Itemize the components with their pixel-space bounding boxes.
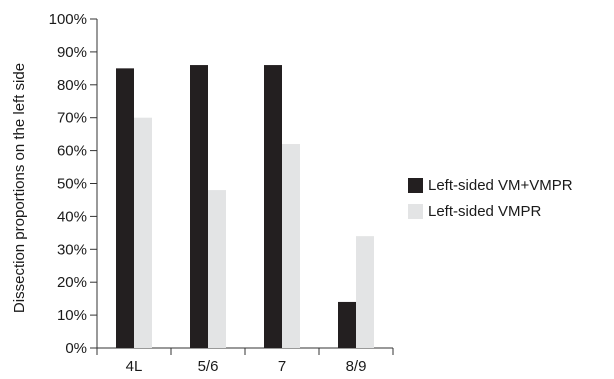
- y-tick-label: 100%: [49, 11, 87, 28]
- y-tick-label: 60%: [57, 143, 87, 160]
- legend-swatch-series-1: [408, 177, 423, 193]
- legend-item-series-2: Left-sided VMPR: [408, 198, 573, 224]
- bar-series-2-4L: [134, 117, 152, 348]
- x-tick-label: 8/9: [346, 358, 367, 375]
- y-tick-label: 20%: [57, 274, 87, 291]
- legend-swatch-series-2: [408, 203, 423, 219]
- bar-series-1-5-6: [190, 65, 208, 348]
- legend: Left-sided VM+VMPR Left-sided VMPR: [408, 172, 573, 224]
- y-tick-label: 80%: [57, 77, 87, 94]
- x-tick-label: 7: [278, 358, 286, 375]
- y-axis-title: Dissection proportions on the left side: [11, 63, 28, 313]
- y-axis: 0% 10% 20% 30% 40% 50% 60% 70% 80% 90% 100%: [49, 11, 98, 357]
- bar-series-1-4L: [116, 68, 134, 348]
- bars: [116, 65, 374, 348]
- bar-series-1-8-9: [338, 301, 356, 348]
- y-tick-label: 90%: [57, 44, 87, 61]
- y-tick-label: 50%: [57, 176, 87, 193]
- bar-series-2-8-9: [356, 236, 374, 348]
- x-tick-label: 5/6: [198, 358, 219, 375]
- legend-label-series-2: Left-sided VMPR: [428, 202, 542, 220]
- y-tick-label: 10%: [57, 307, 87, 324]
- y-tick-label: 30%: [57, 241, 87, 258]
- bar-series-2-7: [282, 144, 300, 348]
- x-tick-label: 4L: [126, 358, 143, 375]
- y-tick-label: 0%: [65, 340, 87, 357]
- bar-series-2-5-6: [208, 190, 226, 348]
- x-axis: 4L 5/6 7 8/9: [96, 347, 394, 375]
- y-tick-label: 70%: [57, 110, 87, 127]
- y-tick-label: 40%: [57, 208, 87, 225]
- legend-label-series-1: Left-sided VM+VMPR: [428, 176, 573, 194]
- bar-series-1-7: [264, 65, 282, 348]
- legend-item-series-1: Left-sided VM+VMPR: [408, 172, 573, 198]
